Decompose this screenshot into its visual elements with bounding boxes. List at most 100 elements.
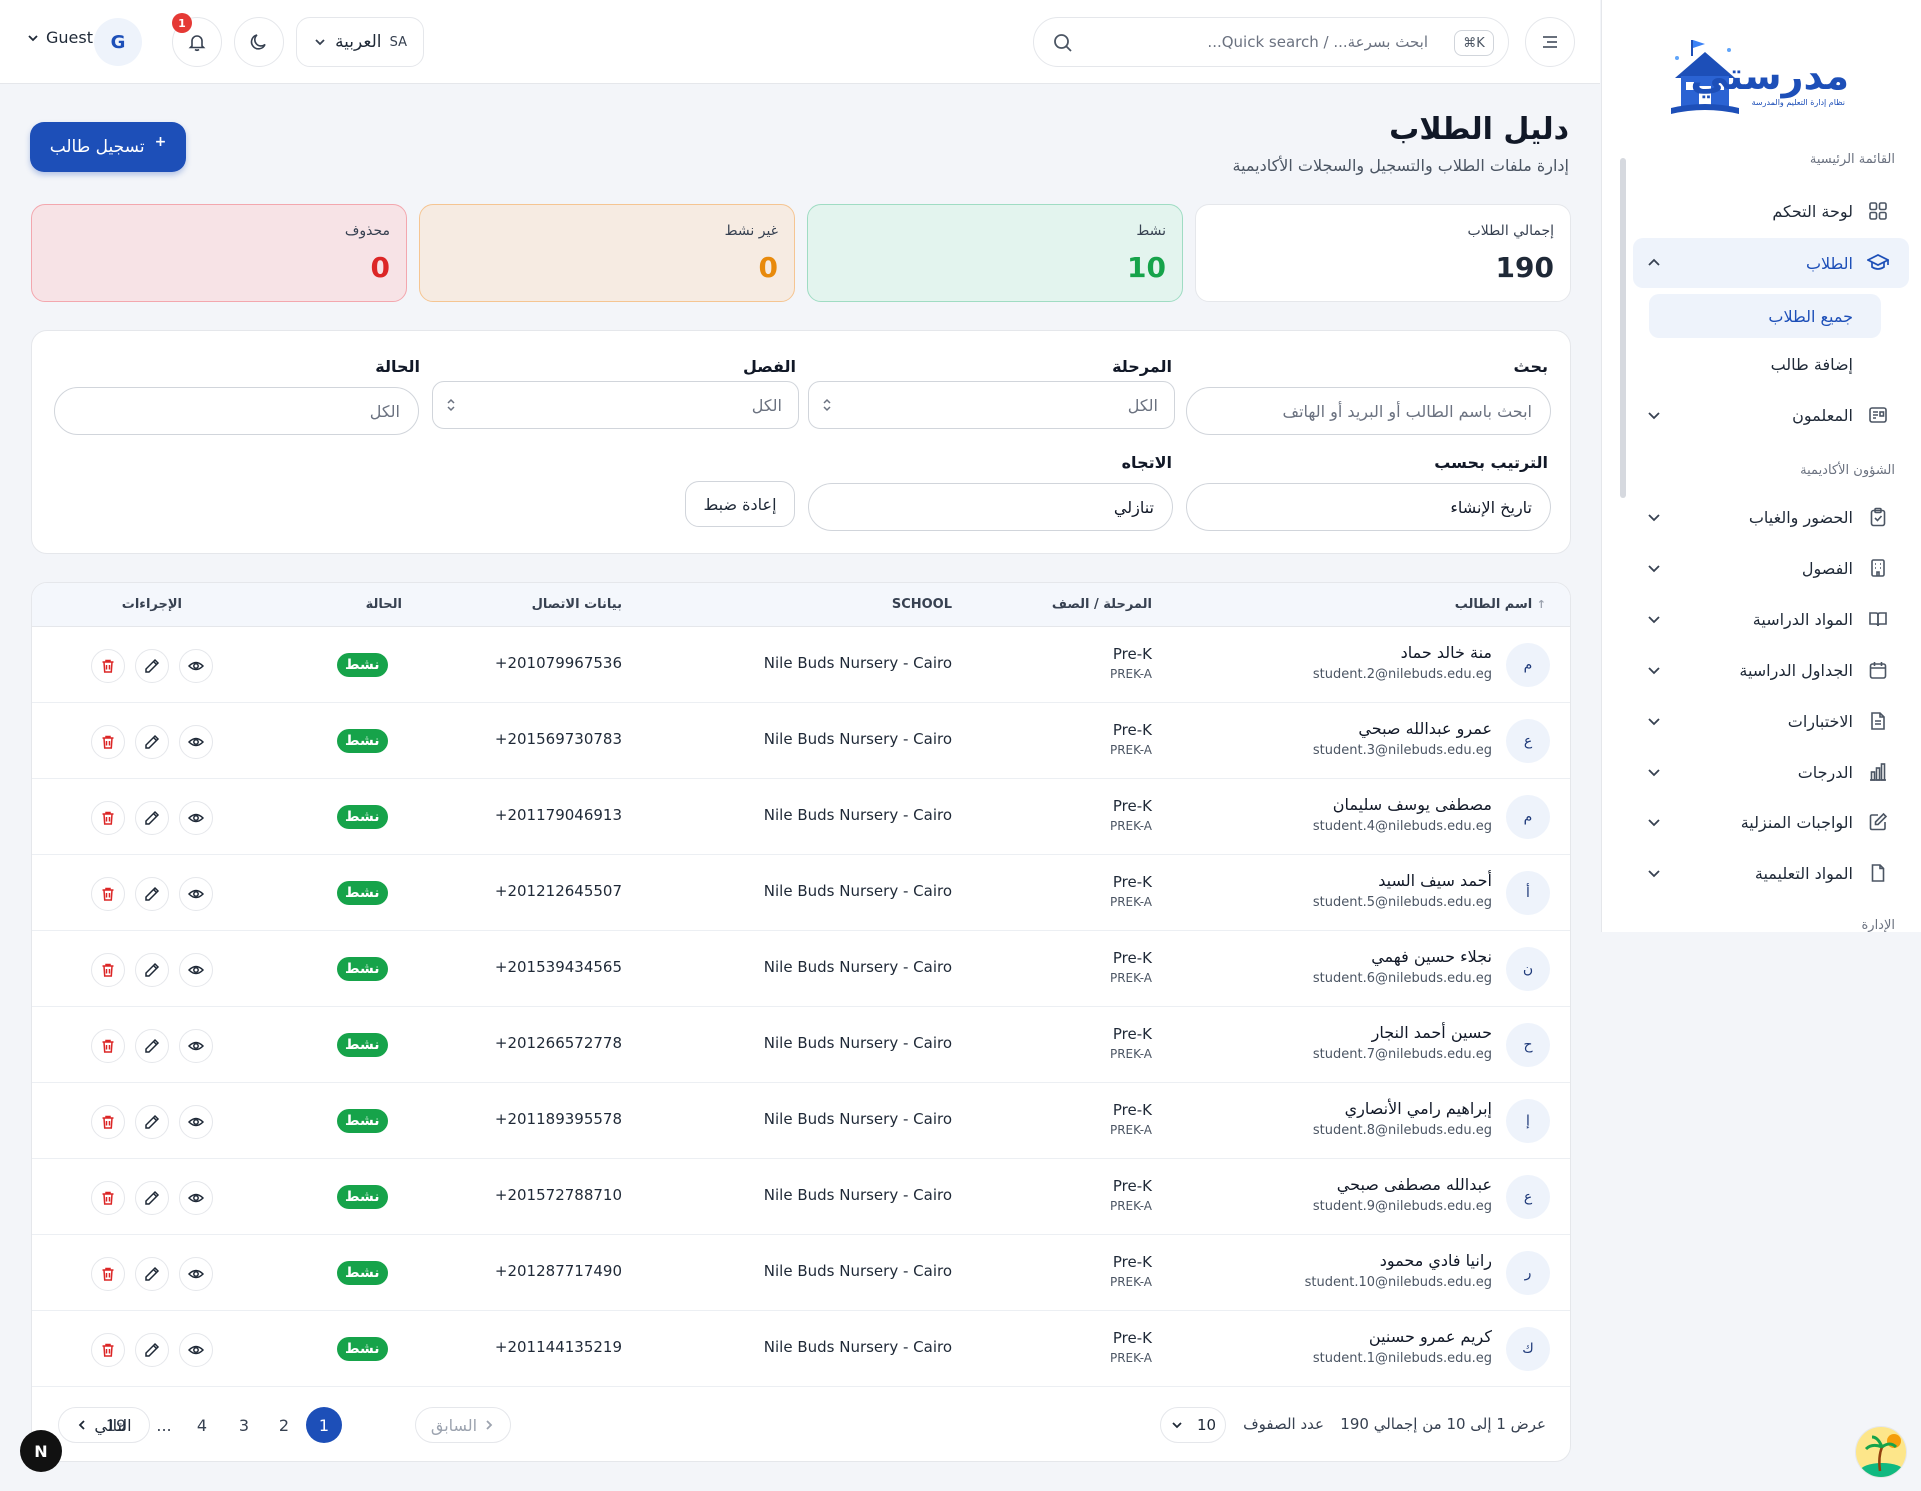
filters-panel: بحث ابحث باسم الطالب أو البريد أو الهاتف… xyxy=(31,330,1571,554)
table-row[interactable]: ن نجلاء حسين فهمي student.6@nilebuds.edu.e… xyxy=(32,931,1570,1007)
sidebar-item-exams[interactable]: الاختبارات xyxy=(1633,696,1909,746)
edit-button[interactable] xyxy=(135,1105,169,1139)
sidebar-subitem-all-students[interactable]: جميع الطلاب xyxy=(1649,294,1881,338)
sidebar-item-schedules[interactable]: الجداول الدراسية xyxy=(1633,645,1909,695)
delete-button[interactable] xyxy=(91,801,125,835)
delete-button[interactable] xyxy=(91,649,125,683)
rows-per-page-select[interactable]: 10 xyxy=(1160,1407,1226,1443)
sidebar-item-classes[interactable]: الفصول xyxy=(1633,543,1909,593)
user-menu[interactable]: Guest xyxy=(26,28,93,47)
view-button[interactable] xyxy=(179,725,213,759)
logo[interactable]: مدرستي نظام إدارة التعليم والمدرسة xyxy=(1669,36,1850,126)
student-email: student.3@nilebuds.edu.eg xyxy=(1312,743,1492,758)
column-header-name[interactable]: اسم الطالب ↑ xyxy=(1455,597,1550,612)
table-row[interactable]: ر رانيا فادي محمود student.10@nilebuds.edu… xyxy=(32,1235,1570,1311)
sidebar-subitem-add-student[interactable]: إضافة طالب xyxy=(1770,354,1853,374)
edit-button[interactable] xyxy=(135,1181,169,1215)
student-name[interactable]: حسين أحمد النجار xyxy=(1371,1023,1492,1042)
avatar[interactable]: G xyxy=(94,18,142,66)
student-phone: +201569730783 xyxy=(494,730,622,748)
table-row[interactable]: ع عمرو عبدالله صبحي student.3@nilebuds.edu… xyxy=(32,703,1570,779)
sidebar-item-subjects[interactable]: المواد الدراسية xyxy=(1633,594,1909,644)
direction-select[interactable]: تنازلي xyxy=(808,483,1173,531)
page-button-4[interactable]: 4 xyxy=(196,1415,208,1435)
delete-button[interactable] xyxy=(91,953,125,987)
column-header-school: SCHOOL xyxy=(891,597,952,612)
dev-tools-button[interactable]: N xyxy=(20,1430,62,1472)
student-name[interactable]: إبراهيم رامي الأنصاري xyxy=(1344,1099,1492,1118)
page-button-2[interactable]: 2 xyxy=(278,1415,290,1435)
eye-icon xyxy=(188,962,204,978)
delete-button[interactable] xyxy=(91,1181,125,1215)
view-button[interactable] xyxy=(179,649,213,683)
theme-toggle-button[interactable] xyxy=(234,17,284,67)
next-page-button[interactable]: التالي xyxy=(58,1407,150,1443)
table-row[interactable]: ع عبدالله مصطفى صبحي student.9@nilebuds.ed… xyxy=(32,1159,1570,1235)
sidebar-item-attendance[interactable]: الحضور والغياب xyxy=(1633,492,1909,542)
table-row[interactable]: ح حسين أحمد النجار student.7@nilebuds.edu.… xyxy=(32,1007,1570,1083)
sidebar-scrollbar[interactable] xyxy=(1619,152,1627,928)
class-select[interactable]: الكل xyxy=(432,381,799,429)
sidebar-item-students[interactable]: الطلاب xyxy=(1633,238,1909,288)
student-name[interactable]: أحمد سيف السيد xyxy=(1378,871,1492,890)
page-button-19[interactable]: 19 xyxy=(105,1415,127,1435)
table-row[interactable]: م منة خالد حماد student.2@nilebuds.edu.eg P… xyxy=(32,627,1570,703)
register-student-button[interactable]: تسجيل طالب + xyxy=(30,122,186,172)
edit-button[interactable] xyxy=(135,953,169,987)
view-button[interactable] xyxy=(179,1181,213,1215)
table-row[interactable]: إ إبراهيم رامي الأنصاري student.8@nilebuds… xyxy=(32,1083,1570,1159)
student-email: student.7@nilebuds.edu.eg xyxy=(1312,1047,1492,1062)
language-switcher[interactable]: العربية SA xyxy=(296,17,424,67)
edit-button[interactable] xyxy=(135,877,169,911)
view-button[interactable] xyxy=(179,953,213,987)
reset-filters-button[interactable]: إعادة ضبط xyxy=(685,481,795,527)
student-name[interactable]: رانيا فادي محمود xyxy=(1379,1251,1492,1270)
edit-button[interactable] xyxy=(135,649,169,683)
stage-select[interactable]: الكل xyxy=(808,381,1175,429)
language-name: العربية xyxy=(335,32,382,52)
prev-page-button[interactable]: السابق xyxy=(415,1407,511,1443)
student-name[interactable]: كريم عمرو حسنين xyxy=(1368,1327,1492,1346)
delete-button[interactable] xyxy=(91,1029,125,1063)
student-name[interactable]: عبدالله مصطفى صبحي xyxy=(1336,1175,1492,1194)
student-email: student.5@nilebuds.edu.eg xyxy=(1312,895,1492,910)
view-button[interactable] xyxy=(179,1029,213,1063)
sidebar-item-teachers[interactable]: المعلمون xyxy=(1633,390,1909,440)
student-name[interactable]: منة خالد حماد xyxy=(1400,643,1492,662)
view-button[interactable] xyxy=(179,877,213,911)
student-name[interactable]: مصطفى يوسف سليمان xyxy=(1332,795,1492,814)
sort-by-select[interactable]: تاريخ الإنشاء xyxy=(1186,483,1551,531)
status-select[interactable]: الكل xyxy=(54,387,419,435)
sidebar-item-materials[interactable]: المواد التعليمية xyxy=(1633,848,1909,898)
view-button[interactable] xyxy=(179,1257,213,1291)
table-row[interactable]: أ أحمد سيف السيد student.5@nilebuds.edu.eg… xyxy=(32,855,1570,931)
student-search-input[interactable]: ابحث باسم الطالب أو البريد أو الهاتف xyxy=(1186,387,1551,435)
delete-button[interactable] xyxy=(91,725,125,759)
status-badge: نشط xyxy=(337,881,388,905)
student-name[interactable]: نجلاء حسين فهمي xyxy=(1371,947,1492,966)
edit-button[interactable] xyxy=(135,1257,169,1291)
delete-button[interactable] xyxy=(91,1105,125,1139)
edit-button[interactable] xyxy=(135,725,169,759)
delete-button[interactable] xyxy=(91,1333,125,1367)
edit-button[interactable] xyxy=(135,1333,169,1367)
quick-search-input[interactable]: ابحث بسرعة... / Quick search... ⌘K xyxy=(1033,17,1509,67)
edit-button[interactable] xyxy=(135,801,169,835)
delete-button[interactable] xyxy=(91,877,125,911)
student-name[interactable]: عمرو عبدالله صبحي xyxy=(1358,719,1492,738)
sidebar-item-dashboard[interactable]: لوحة التحكم xyxy=(1633,186,1909,236)
view-button[interactable] xyxy=(179,1333,213,1367)
sidebar-item-homework[interactable]: الواجبات المنزلية xyxy=(1633,797,1909,847)
chevron-down-icon xyxy=(1645,661,1663,679)
sidebar-item-grades[interactable]: الدرجات xyxy=(1633,747,1909,797)
menu-toggle-button[interactable] xyxy=(1525,17,1575,67)
mascot-button[interactable] xyxy=(1855,1426,1907,1478)
edit-button[interactable] xyxy=(135,1029,169,1063)
table-row[interactable]: ك كريم عمرو حسنين student.1@nilebuds.edu.e… xyxy=(32,1311,1570,1387)
delete-button[interactable] xyxy=(91,1257,125,1291)
table-row[interactable]: م مصطفى يوسف سليمان student.4@nilebuds.edu… xyxy=(32,779,1570,855)
page-button-3[interactable]: 3 xyxy=(238,1415,250,1435)
view-button[interactable] xyxy=(179,801,213,835)
view-button[interactable] xyxy=(179,1105,213,1139)
page-button-1[interactable]: 1 xyxy=(306,1407,342,1443)
